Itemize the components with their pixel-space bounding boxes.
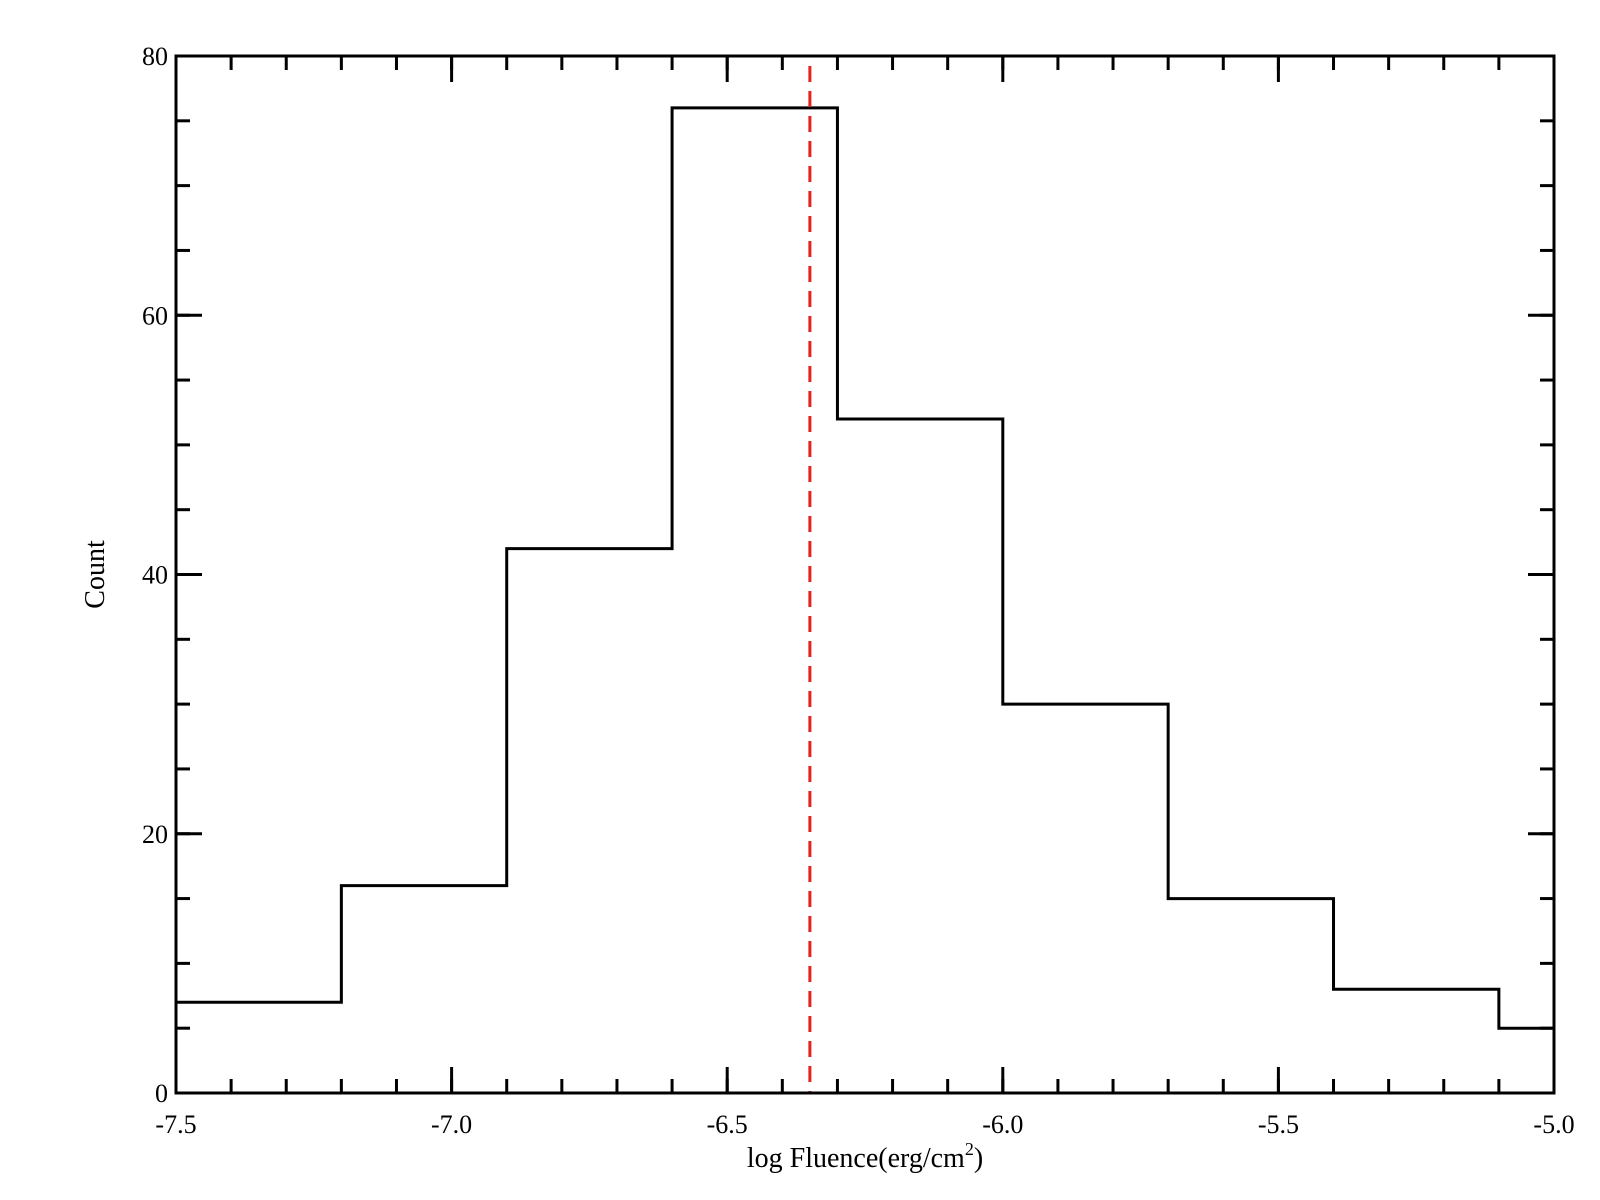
y-tick-label: 40 (142, 561, 168, 590)
x-axis-title: log Fluence(erg/cm2) (747, 1139, 983, 1174)
y-tick-label: 20 (142, 820, 168, 849)
x-tick-label: -5.5 (1258, 1110, 1299, 1139)
y-axis-title: Count (80, 540, 111, 609)
x-axis-title-superscript: 2 (965, 1139, 974, 1159)
tick-labels: -7.5 -7.0 -6.5 -6.0 -5.5 -5.0 0 20 40 60 80 (142, 42, 1575, 1139)
y-tick-label: 80 (142, 42, 168, 71)
major-ticks (174, 54, 1556, 1095)
y-tick-label: 60 (142, 301, 168, 330)
x-axis-title-close: ) (974, 1143, 983, 1174)
plot-frame (174, 54, 1556, 1095)
x-axis-title-main: log Fluence(erg/cm (747, 1143, 965, 1174)
x-tick-label: -7.5 (155, 1110, 196, 1139)
minor-ticks (176, 56, 1554, 1093)
x-tick-label: -6.5 (707, 1110, 748, 1139)
x-tick-label: -7.0 (431, 1110, 472, 1139)
histogram-step-line (176, 106, 1554, 1030)
x-tick-label: -6.0 (982, 1110, 1023, 1139)
y-tick-label: 0 (155, 1079, 168, 1108)
x-tick-label: -5.0 (1533, 1110, 1574, 1139)
